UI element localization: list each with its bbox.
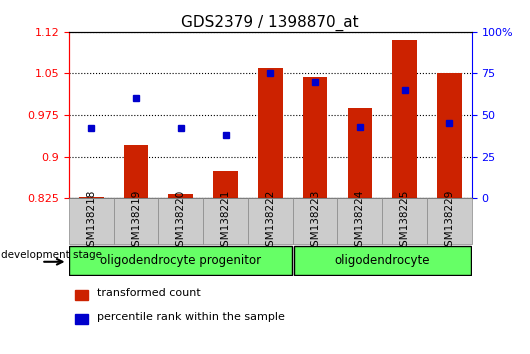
Text: GSM138221: GSM138221 bbox=[220, 189, 231, 253]
Text: development stage: development stage bbox=[2, 250, 102, 261]
Title: GDS2379 / 1398870_at: GDS2379 / 1398870_at bbox=[181, 14, 359, 30]
Text: GSM138222: GSM138222 bbox=[266, 189, 275, 253]
Bar bbox=[338, 198, 382, 244]
Text: GSM138229: GSM138229 bbox=[444, 189, 454, 253]
Text: GSM138225: GSM138225 bbox=[400, 189, 410, 253]
Bar bbox=[348, 108, 372, 198]
Text: oligodendrocyte: oligodendrocyte bbox=[334, 254, 430, 267]
Bar bbox=[392, 40, 417, 198]
Bar bbox=[293, 198, 338, 244]
Bar bbox=[303, 77, 328, 198]
Bar bbox=[294, 246, 471, 275]
Text: transformed count: transformed count bbox=[97, 288, 201, 298]
Text: GSM138219: GSM138219 bbox=[131, 189, 141, 253]
Bar bbox=[248, 198, 293, 244]
Text: GSM138223: GSM138223 bbox=[310, 189, 320, 253]
Bar bbox=[75, 290, 88, 300]
Bar bbox=[427, 198, 472, 244]
Bar bbox=[158, 198, 203, 244]
Bar bbox=[113, 198, 158, 244]
Text: GSM138224: GSM138224 bbox=[355, 189, 365, 253]
Bar bbox=[203, 198, 248, 244]
Bar bbox=[169, 194, 193, 198]
Bar bbox=[382, 198, 427, 244]
Text: GSM138218: GSM138218 bbox=[86, 189, 96, 253]
Bar bbox=[213, 171, 238, 198]
Bar bbox=[69, 198, 113, 244]
Bar bbox=[123, 145, 148, 198]
Bar bbox=[75, 314, 88, 324]
Text: percentile rank within the sample: percentile rank within the sample bbox=[97, 313, 285, 322]
Bar bbox=[79, 196, 103, 198]
Text: GSM138220: GSM138220 bbox=[176, 190, 186, 253]
Bar bbox=[437, 73, 462, 198]
Bar bbox=[258, 68, 282, 198]
Bar bbox=[69, 246, 292, 275]
Text: oligodendrocyte progenitor: oligodendrocyte progenitor bbox=[100, 254, 261, 267]
